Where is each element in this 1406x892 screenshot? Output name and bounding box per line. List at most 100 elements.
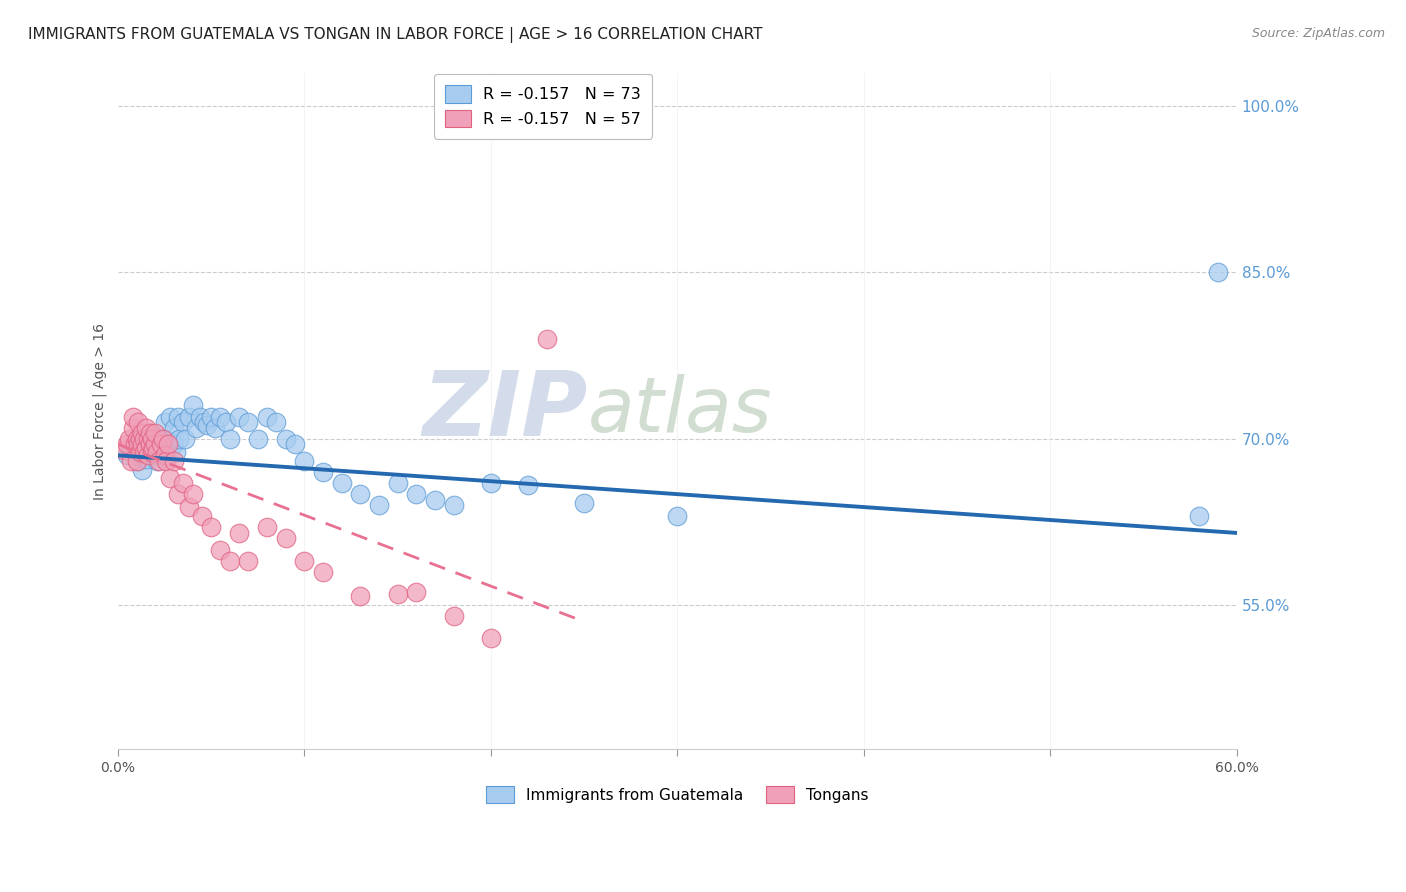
Point: [163, 437, 186, 451]
Point: [294, 454, 316, 468]
Point: [136, 432, 159, 446]
Point: [330, 476, 353, 491]
Point: [238, 554, 260, 568]
Point: [135, 420, 157, 434]
Point: [312, 465, 335, 479]
Text: ZIP: ZIP: [423, 367, 588, 455]
Point: [125, 432, 148, 446]
Point: [181, 399, 204, 413]
Point: [138, 437, 160, 451]
Point: [120, 454, 142, 468]
Point: [172, 476, 194, 491]
Point: [572, 496, 595, 510]
Point: [191, 509, 214, 524]
Point: [112, 442, 135, 457]
Point: [148, 432, 170, 446]
Point: [157, 448, 180, 462]
Point: [193, 415, 215, 429]
Point: [479, 631, 502, 645]
Y-axis label: In Labor Force | Age > 16: In Labor Force | Age > 16: [93, 323, 107, 500]
Point: [387, 587, 409, 601]
Point: [135, 437, 157, 451]
Point: [186, 420, 208, 434]
Point: [143, 426, 166, 441]
Point: [152, 448, 174, 462]
Point: [142, 432, 165, 446]
Point: [142, 441, 165, 455]
Point: [209, 542, 232, 557]
Point: [143, 437, 166, 451]
Point: [246, 432, 269, 446]
Point: [200, 520, 222, 534]
Point: [131, 445, 153, 459]
Point: [138, 437, 160, 451]
Point: [349, 589, 371, 603]
Point: [127, 437, 149, 451]
Point: [141, 432, 163, 446]
Point: [228, 525, 250, 540]
Point: [197, 418, 219, 433]
Point: [228, 409, 250, 424]
Point: [153, 432, 176, 446]
Point: [274, 432, 297, 446]
Point: [129, 432, 152, 446]
Point: [149, 441, 172, 455]
Point: [284, 437, 307, 451]
Point: [125, 454, 148, 468]
Text: IMMIGRANTS FROM GUATEMALA VS TONGAN IN LABOR FORCE | AGE > 16 CORRELATION CHART: IMMIGRANTS FROM GUATEMALA VS TONGAN IN L…: [28, 27, 762, 43]
Point: [121, 409, 143, 424]
Point: [152, 432, 174, 446]
Text: atlas: atlas: [588, 374, 772, 448]
Point: [117, 448, 139, 462]
Point: [218, 554, 240, 568]
Point: [204, 420, 226, 434]
Point: [117, 437, 139, 451]
Point: [132, 448, 155, 462]
Point: [135, 451, 157, 466]
Point: [177, 500, 200, 515]
Point: [149, 437, 172, 451]
Point: [131, 463, 153, 477]
Point: [312, 565, 335, 579]
Point: [163, 420, 186, 434]
Point: [131, 426, 153, 441]
Point: [1188, 509, 1211, 524]
Point: [157, 437, 180, 451]
Point: [136, 432, 159, 446]
Point: [294, 554, 316, 568]
Point: [256, 520, 278, 534]
Point: [129, 432, 152, 446]
Point: [177, 409, 200, 424]
Point: [666, 509, 689, 524]
Point: [256, 409, 278, 424]
Point: [155, 454, 177, 468]
Point: [238, 415, 260, 429]
Point: [517, 478, 540, 492]
Point: [215, 415, 238, 429]
Text: Source: ZipAtlas.com: Source: ZipAtlas.com: [1251, 27, 1385, 40]
Point: [368, 498, 391, 512]
Point: [136, 448, 159, 462]
Point: [153, 415, 176, 429]
Point: [118, 432, 141, 446]
Point: [143, 448, 166, 462]
Point: [443, 498, 465, 512]
Point: [188, 409, 211, 424]
Point: [536, 332, 558, 346]
Point: [129, 445, 152, 459]
Point: [405, 584, 427, 599]
Point: [124, 445, 146, 459]
Point: [159, 470, 181, 484]
Point: [136, 442, 159, 457]
Point: [181, 487, 204, 501]
Point: [132, 445, 155, 459]
Point: [131, 437, 153, 451]
Point: [148, 454, 170, 468]
Point: [146, 454, 169, 468]
Point: [125, 432, 148, 446]
Point: [169, 432, 191, 446]
Point: [218, 432, 240, 446]
Point: [132, 432, 155, 446]
Legend: Immigrants from Guatemala, Tongans: Immigrants from Guatemala, Tongans: [481, 780, 875, 809]
Point: [141, 442, 163, 457]
